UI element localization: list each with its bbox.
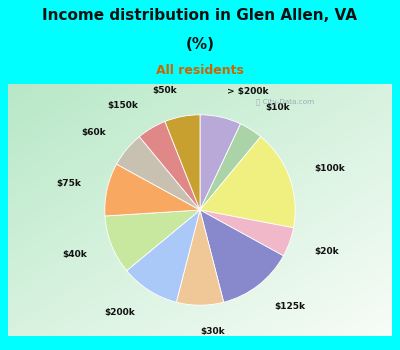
Text: $10k: $10k (265, 103, 290, 112)
Wedge shape (139, 121, 200, 210)
Wedge shape (105, 164, 200, 216)
Text: $60k: $60k (82, 128, 106, 137)
Text: (%): (%) (186, 37, 214, 52)
Wedge shape (105, 210, 200, 271)
Text: > $200k: > $200k (226, 86, 268, 96)
Wedge shape (200, 136, 295, 228)
Wedge shape (200, 210, 294, 256)
Text: $125k: $125k (275, 302, 306, 311)
Wedge shape (165, 115, 200, 210)
Wedge shape (200, 124, 261, 210)
Text: $200k: $200k (104, 308, 135, 317)
Wedge shape (127, 210, 200, 302)
Text: $50k: $50k (152, 86, 177, 95)
Text: All residents: All residents (156, 64, 244, 77)
Wedge shape (176, 210, 224, 305)
Text: Income distribution in Glen Allen, VA: Income distribution in Glen Allen, VA (42, 8, 358, 23)
Wedge shape (116, 136, 200, 210)
Text: ⓘ City-Data.com: ⓘ City-Data.com (256, 98, 314, 105)
Text: $40k: $40k (62, 250, 87, 259)
Wedge shape (200, 210, 284, 302)
Text: $75k: $75k (56, 179, 81, 188)
Text: $150k: $150k (107, 100, 138, 110)
Text: $20k: $20k (315, 247, 339, 256)
Text: $100k: $100k (315, 164, 346, 173)
Text: $30k: $30k (200, 327, 225, 336)
Wedge shape (200, 115, 240, 210)
